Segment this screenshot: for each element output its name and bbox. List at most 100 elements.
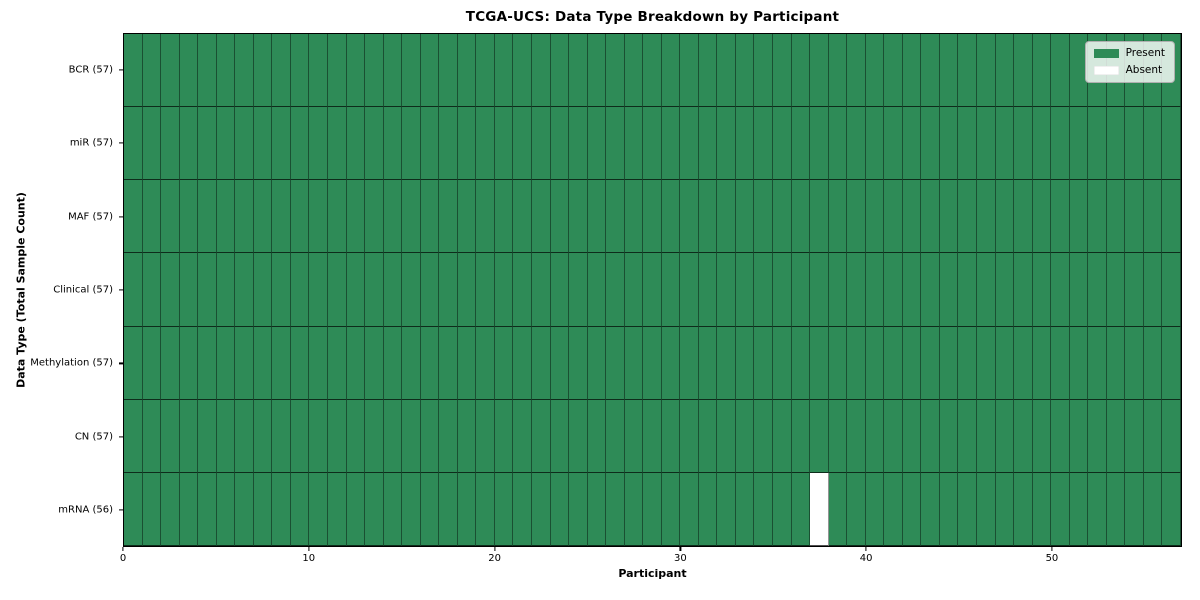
cell-miR-participant-52 (1088, 107, 1107, 181)
cell-MAF-participant-33 (735, 180, 755, 254)
cell-MAF-participant-0 (124, 180, 143, 254)
chart-title: TCGA-UCS: Data Type Breakdown by Partici… (465, 9, 840, 25)
cell-CN-participant-21 (513, 399, 532, 473)
cell-MAF-participant-7 (253, 180, 273, 254)
cell-MAF-participant-3 (179, 180, 199, 254)
cell-MAF-participant-25 (587, 180, 607, 254)
cell-CN-participant-24 (569, 399, 588, 473)
y-tick-mark-Clinical (119, 289, 123, 291)
cell-MAF-participant-34 (754, 180, 774, 254)
x-tick-label-50: 50 (1045, 553, 1059, 564)
x-tick-label-40: 40 (859, 553, 873, 564)
cell-Clinical-participant-39 (847, 253, 866, 327)
cell-mRNA-participant-37 (810, 472, 829, 546)
cell-CN-participant-54 (1125, 399, 1144, 473)
cell-Clinical-participant-20 (494, 253, 514, 327)
cell-Clinical-participant-35 (773, 253, 792, 327)
cell-miR-participant-53 (1106, 107, 1126, 181)
cell-CN-participant-9 (290, 399, 310, 473)
cell-CN-participant-39 (847, 399, 866, 473)
cell-CN-participant-23 (550, 399, 570, 473)
cell-BCR-participant-41 (884, 34, 903, 108)
cell-Methylation-participant-44 (939, 326, 959, 400)
cell-MAF-participant-2 (161, 180, 180, 254)
cell-BCR-participant-46 (977, 34, 996, 108)
cell-miR-participant-14 (383, 107, 403, 181)
y-tick-label-CN: CN (57) (74, 431, 113, 443)
cell-CN-participant-2 (161, 399, 180, 473)
cell-CN-participant-42 (902, 399, 922, 473)
cell-Methylation-participant-17 (439, 326, 458, 400)
cell-mRNA-participant-13 (365, 472, 384, 546)
cell-Methylation-participant-24 (569, 326, 588, 400)
cell-Clinical-participant-24 (569, 253, 588, 327)
cell-CN-participant-6 (235, 399, 254, 473)
cell-BCR-participant-32 (717, 34, 736, 108)
cell-mRNA-participant-18 (457, 472, 477, 546)
cell-BCR-participant-34 (754, 34, 774, 108)
cell-Clinical-participant-37 (810, 253, 829, 327)
cell-miR-participant-8 (272, 107, 291, 181)
cell-CN-participant-12 (346, 399, 366, 473)
cell-BCR-participant-35 (773, 34, 792, 108)
cell-BCR-participant-8 (272, 34, 291, 108)
cell-Clinical-participant-54 (1125, 253, 1144, 327)
cell-BCR-participant-20 (494, 34, 514, 108)
cell-miR-participant-29 (661, 107, 681, 181)
cell-MAF-participant-47 (995, 180, 1015, 254)
cell-mRNA-participant-19 (476, 472, 495, 546)
x-tick-label-10: 10 (302, 553, 316, 564)
cell-mRNA-participant-36 (791, 472, 811, 546)
cell-miR-participant-2 (161, 107, 180, 181)
cell-Clinical-participant-42 (902, 253, 922, 327)
cell-MAF-participant-50 (1051, 180, 1070, 254)
cell-CN-participant-38 (828, 399, 848, 473)
cell-miR-participant-28 (643, 107, 662, 181)
cell-miR-participant-23 (550, 107, 570, 181)
cell-BCR-participant-9 (290, 34, 310, 108)
x-tick-label-0: 0 (119, 553, 127, 564)
cell-CN-participant-47 (995, 399, 1015, 473)
cell-CN-participant-7 (253, 399, 273, 473)
cell-MAF-participant-39 (847, 180, 866, 254)
cell-miR-participant-39 (847, 107, 866, 181)
cell-mRNA-participant-0 (124, 472, 143, 546)
y-tick-mark-miR (119, 142, 123, 144)
cell-Clinical-participant-56 (1162, 253, 1181, 327)
legend-label-absent: Absent (1125, 63, 1163, 76)
cell-BCR-participant-12 (346, 34, 366, 108)
cell-CN-participant-33 (735, 399, 755, 473)
cell-Clinical-participant-29 (661, 253, 681, 327)
cell-miR-participant-25 (587, 107, 607, 181)
cell-mRNA-participant-43 (921, 472, 940, 546)
cell-CN-participant-19 (476, 399, 495, 473)
cell-BCR-participant-33 (735, 34, 755, 108)
cell-Clinical-participant-49 (1032, 253, 1052, 327)
cell-Clinical-participant-43 (921, 253, 940, 327)
cell-MAF-participant-43 (921, 180, 940, 254)
cell-Methylation-participant-37 (810, 326, 829, 400)
cell-mRNA-participant-25 (587, 472, 607, 546)
cell-Methylation-participant-11 (327, 326, 347, 400)
cell-Clinical-participant-46 (977, 253, 996, 327)
y-tick-label-Methylation: Methylation (57) (30, 357, 113, 369)
cell-Methylation-participant-6 (235, 326, 254, 400)
cell-mRNA-participant-26 (606, 472, 625, 546)
cell-MAF-participant-21 (513, 180, 532, 254)
cell-miR-participant-56 (1162, 107, 1181, 181)
cell-MAF-participant-10 (309, 180, 328, 254)
cell-BCR-participant-44 (939, 34, 959, 108)
cell-miR-participant-13 (365, 107, 384, 181)
cell-MAF-participant-11 (327, 180, 347, 254)
cell-mRNA-participant-50 (1051, 472, 1070, 546)
cell-MAF-participant-6 (235, 180, 254, 254)
cell-BCR-participant-43 (921, 34, 940, 108)
cell-mRNA-participant-44 (939, 472, 959, 546)
cell-BCR-participant-16 (420, 34, 440, 108)
cell-Methylation-participant-13 (365, 326, 384, 400)
cell-BCR-participant-26 (606, 34, 625, 108)
cell-BCR-participant-15 (402, 34, 421, 108)
cell-mRNA-participant-6 (235, 472, 254, 546)
cell-MAF-participant-51 (1069, 180, 1089, 254)
cell-CN-participant-49 (1032, 399, 1052, 473)
